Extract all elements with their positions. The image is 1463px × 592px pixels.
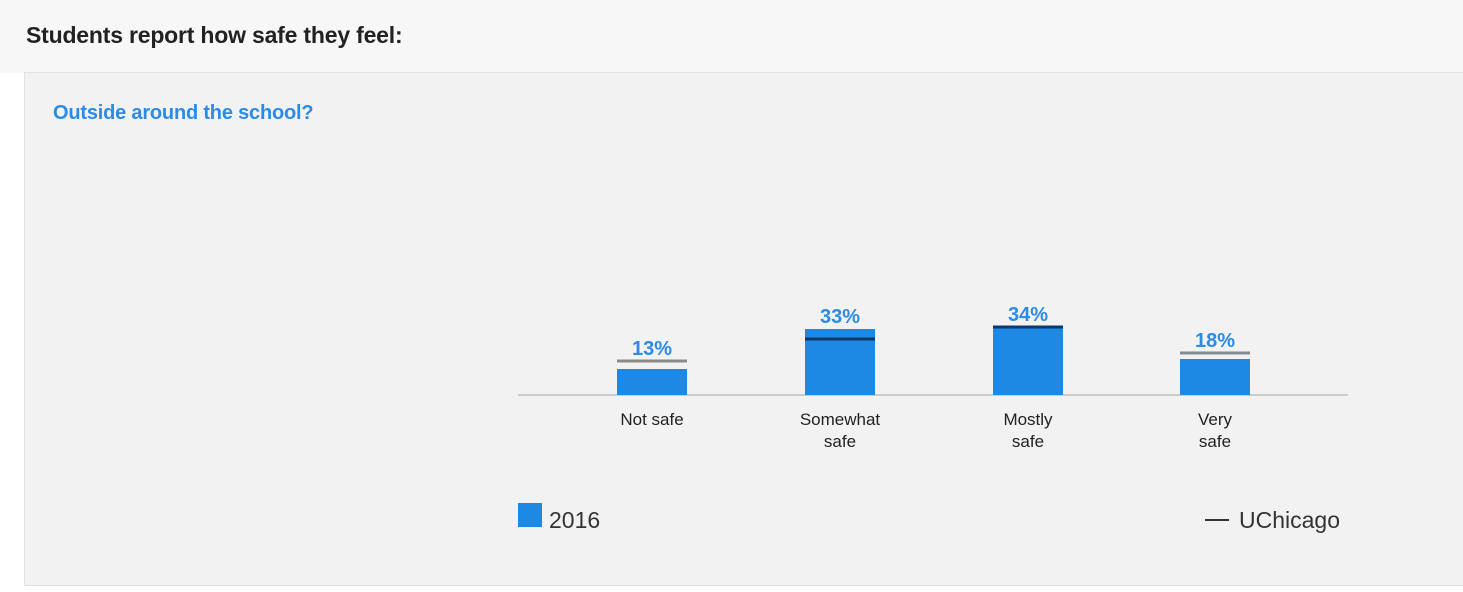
header-band: Students report how safe they feel: (0, 0, 1463, 73)
legend-uchicago-dash (1205, 519, 1229, 522)
bar-0 (617, 369, 687, 395)
category-label-3-1: safe (1199, 432, 1231, 451)
page-heading: Students report how safe they feel: (26, 22, 403, 48)
category-label-1-1: safe (824, 432, 856, 451)
legend-uchicago: UChicago (1205, 507, 1340, 534)
bar-3 (1180, 359, 1250, 395)
question-title: Outside around the school? (53, 102, 314, 124)
category-label-2-1: safe (1012, 432, 1044, 451)
legend-uchicago-label: UChicago (1239, 507, 1340, 533)
legend-2016-swatch (518, 503, 542, 527)
category-label-0-0: Not safe (620, 410, 683, 429)
data-label-2: 34% (1008, 304, 1048, 326)
data-label-3: 18% (1195, 330, 1235, 352)
category-label-2-0: Mostly (1003, 410, 1053, 429)
bar-chart: 13% Not safe 33% Somewhat safe 34% Mostly safe 1… (518, 304, 1348, 451)
data-label-1: 33% (820, 306, 860, 328)
chart-panel: Outside around the school? 13% Not safe 33… (24, 72, 1463, 586)
category-label-3-0: Very (1198, 410, 1233, 429)
bar-2 (993, 327, 1063, 395)
legend-2016-label: 2016 (549, 507, 601, 533)
category-label-1-0: Somewhat (800, 410, 881, 429)
data-label-0: 13% (632, 338, 672, 360)
